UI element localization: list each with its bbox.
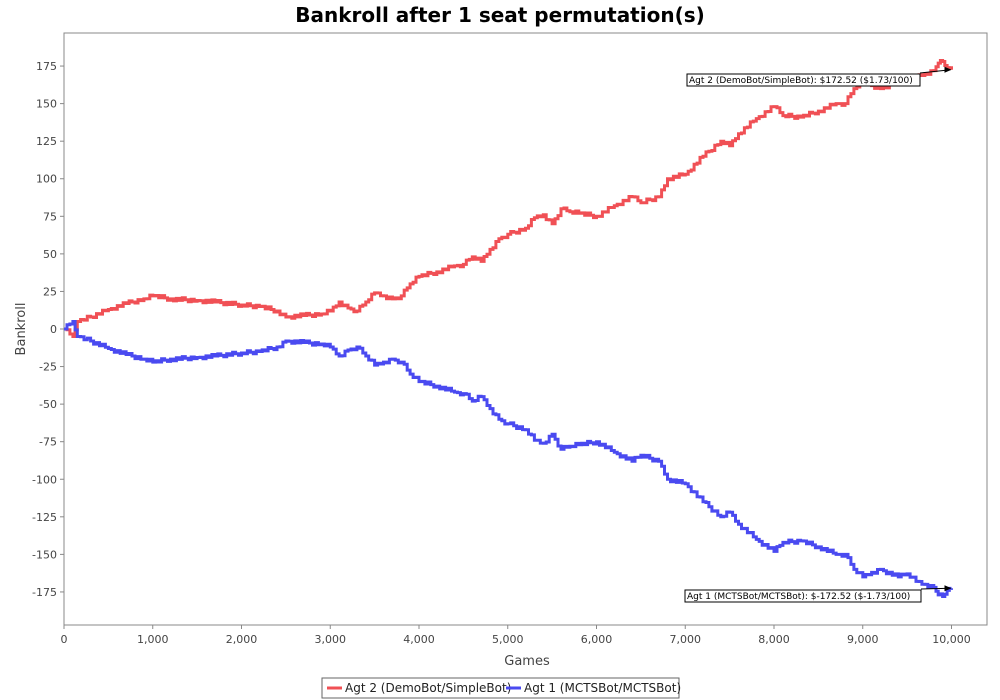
annotation-box	[684, 589, 922, 603]
y-tick-label: 125	[36, 135, 57, 148]
y-tick-label: -175	[32, 586, 57, 599]
plot-area	[63, 32, 988, 626]
x-tick-label: 3,000	[315, 633, 347, 646]
annotation-label: Agt 2 (DemoBot/SimpleBot): $172.52 ($1.7…	[689, 76, 913, 86]
y-tick-label: -100	[32, 473, 57, 486]
x-axis-label: Games	[504, 654, 550, 669]
annotation-layer: Agt 2 (DemoBot/SimpleBot): $172.52 ($1.7…	[684, 66, 952, 603]
y-tick-label: -125	[32, 511, 57, 524]
annotation-arrow-head	[944, 585, 952, 592]
y-tick-label: 100	[36, 173, 57, 186]
y-tick-label: 175	[36, 60, 57, 73]
legend-box	[321, 677, 680, 699]
annotation-label: Agt 1 (MCTSBot/MCTSBot): $-172.52 ($-1.7…	[687, 592, 910, 602]
y-tick-label: 0	[50, 323, 57, 336]
x-tick-label: 2,000	[226, 633, 258, 646]
y-axis-label: Bankroll	[14, 303, 29, 356]
series-line-agt1	[64, 320, 953, 598]
y-axis: 175 150 125 100 75 50 25 0 -25 -50 -75 -100 -125 -150…	[32, 60, 64, 599]
x-tick-label: 4,000	[403, 633, 435, 646]
legend-label-agt1: Agt 1 (MCTSBot/MCTSBot)	[524, 681, 681, 695]
legend-label-agt2: Agt 2 (DemoBot/SimpleBot)	[345, 681, 511, 695]
x-tick-label: 9,000	[847, 633, 879, 646]
x-tick-label: 0	[61, 633, 68, 646]
x-tick-label: 10,000	[932, 633, 971, 646]
series-line-agt2	[64, 59, 953, 338]
annotation-box	[686, 73, 921, 87]
x-tick-label: 7,000	[670, 633, 702, 646]
y-tick-label: 150	[36, 98, 57, 111]
chart-title: Bankroll after 1 seat permutation(s)	[295, 3, 705, 27]
y-tick-label: -75	[39, 436, 57, 449]
x-tick-label: 1,000	[137, 633, 169, 646]
x-tick-label: 5,000	[492, 633, 524, 646]
y-tick-label: 25	[43, 285, 57, 298]
x-axis: 0 1,000 2,000 3,000 4,000 5,000 6,000 7,000 8,00…	[61, 625, 971, 646]
x-tick-label: 6,000	[581, 633, 613, 646]
y-tick-label: -50	[39, 398, 57, 411]
annotation-arrow-head	[944, 66, 952, 73]
y-tick-label: -150	[32, 548, 57, 561]
y-tick-label: -25	[39, 361, 57, 374]
y-tick-label: 75	[43, 210, 57, 223]
y-tick-label: 50	[43, 248, 57, 261]
x-tick-label: 8,000	[758, 633, 790, 646]
legend: Agt 2 (DemoBot/SimpleBot) Agt 1 (MCTSBot/…	[321, 677, 681, 699]
series-layer	[64, 59, 953, 598]
